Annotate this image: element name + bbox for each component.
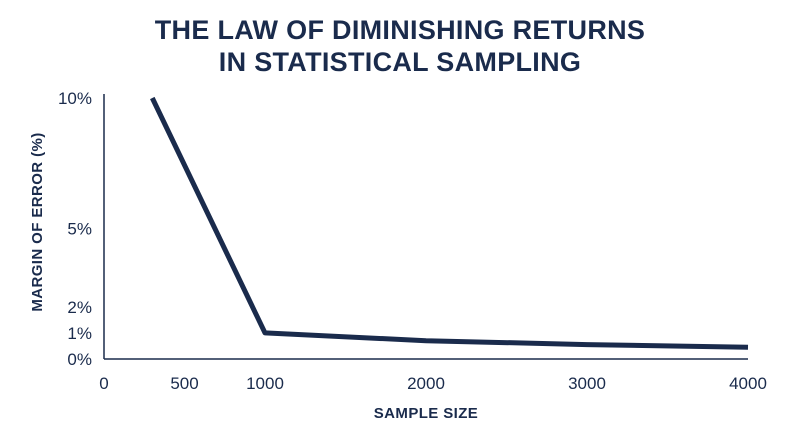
y-tick-label: 2% xyxy=(67,298,92,317)
y-axis-label: MARGIN OF ERROR (%) xyxy=(29,132,46,311)
y-tick-label: 0% xyxy=(67,350,92,369)
chart-title-line-2: IN STATISTICAL SAMPLING xyxy=(218,47,582,77)
axes xyxy=(103,94,748,360)
x-tick-label: 4000 xyxy=(729,374,767,393)
chart-title-line-1: THE LAW OF DIMINISHING RETURNS xyxy=(154,15,646,45)
y-tick-label: 5% xyxy=(67,220,92,239)
series-line xyxy=(150,96,749,350)
x-tick-label: 0 xyxy=(99,374,108,393)
x-tick-label: 2000 xyxy=(407,374,445,393)
y-tick-label: 1% xyxy=(67,324,92,343)
x-tick-label: 3000 xyxy=(568,374,606,393)
y-tick-label: 10% xyxy=(58,89,92,108)
x-tick-label: 500 xyxy=(170,374,198,393)
tick-labels: 0 500 1000 2000 3000 4000 0% 1% 2% 5% 10% xyxy=(58,89,767,393)
x-tick-label: 1000 xyxy=(246,374,284,393)
series-layer xyxy=(150,96,749,350)
x-axis-label: SAMPLE SIZE xyxy=(374,405,478,422)
